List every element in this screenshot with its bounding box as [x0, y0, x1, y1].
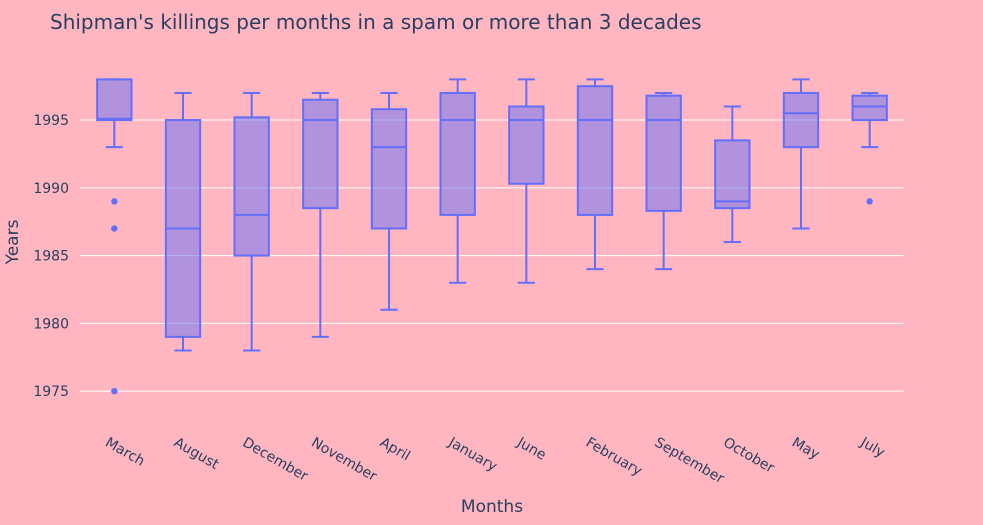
boxes [96, 78, 888, 395]
box-july [851, 91, 888, 205]
box-iqr-june [508, 105, 545, 185]
box-june [508, 78, 545, 284]
outlier-point-march-1 [111, 225, 118, 232]
box-may [782, 78, 820, 230]
box-iqr-february [576, 85, 614, 216]
outlier-point-july-0 [866, 198, 873, 205]
y-tick-label-1990: 1990 [33, 181, 69, 197]
box-december [233, 91, 270, 352]
x-tick-label-june: June [513, 434, 548, 464]
box-iqr-april [370, 108, 408, 230]
x-tick-label-january: January [445, 434, 500, 475]
box-september [645, 91, 682, 271]
box-iqr-october [714, 139, 751, 210]
gridlines [80, 119, 904, 392]
box-april [370, 91, 408, 311]
x-tick-label-october: October [720, 435, 777, 477]
box-iqr-january [439, 91, 476, 216]
outlier-point-march-0 [111, 198, 118, 205]
box-iqr-july [851, 94, 888, 122]
y-tick-label-1980: 1980 [33, 316, 69, 332]
x-tick-label-april: April [377, 435, 413, 465]
x-tick-label-november: November [308, 435, 379, 485]
box-february [576, 78, 614, 271]
x-tick-label-february: February [583, 435, 645, 480]
outlier-point-march-2 [111, 387, 118, 395]
x-tick-label-december: December [240, 435, 311, 485]
x-tick-label-may: May [789, 435, 822, 463]
x-axis-title: Months [461, 497, 523, 517]
box-august [164, 91, 202, 352]
box-iqr-november [302, 98, 339, 210]
box-october [714, 105, 751, 244]
y-axis-title: Years [3, 219, 23, 265]
x-tick-label-july: July [857, 434, 888, 461]
y-tick-label-1995: 1995 [33, 113, 69, 129]
box-iqr-march [96, 78, 133, 122]
x-tick-label-august: August [171, 435, 222, 474]
box-iqr-december [233, 116, 270, 257]
box-november [302, 91, 339, 338]
chart-title: Shipman's killings per months in a spam … [50, 10, 702, 34]
y-tick-label-1975: 1975 [33, 384, 69, 400]
x-tick-label-september: September [652, 435, 727, 488]
y-axis-ticks: 1975 1980 1985 1990 1995 [33, 113, 69, 400]
y-tick-label-1985: 1985 [33, 249, 69, 265]
box-iqr-september [645, 94, 682, 212]
x-tick-label-march: March [102, 435, 147, 470]
box-january [439, 78, 476, 284]
box-march [96, 78, 133, 395]
box-iqr-may [782, 91, 820, 149]
